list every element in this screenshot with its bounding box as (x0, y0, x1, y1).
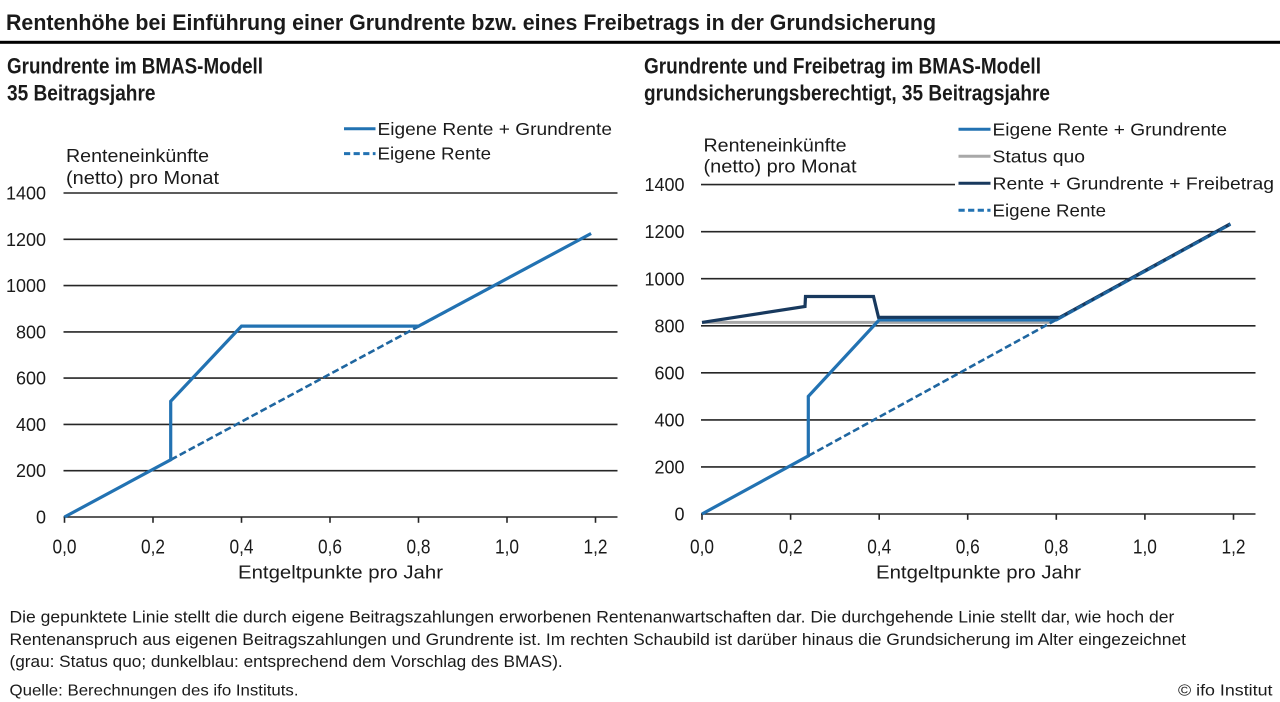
svg-text:(netto) pro Monat: (netto) pro Monat (704, 157, 857, 177)
svg-text:0,8: 0,8 (407, 536, 431, 559)
svg-text:1,2: 1,2 (584, 536, 608, 559)
svg-text:35 Beitragsjahre: 35 Beitragsjahre (7, 81, 156, 106)
svg-text:0: 0 (36, 508, 46, 528)
svg-text:Eigene Rente: Eigene Rente (378, 144, 492, 164)
svg-text:0,6: 0,6 (318, 536, 342, 559)
svg-text:600: 600 (16, 369, 46, 389)
svg-text:1,2: 1,2 (1222, 536, 1246, 559)
svg-text:1000: 1000 (644, 269, 684, 289)
svg-text:800: 800 (16, 322, 46, 342)
svg-text:Eigene Rente + Grundrente: Eigene Rente + Grundrente (993, 119, 1228, 139)
svg-text:Rentenanspruch aus eigenen Bei: Rentenanspruch aus eigenen Beitragszahlu… (10, 630, 1187, 649)
svg-text:Rente + Grundrente + Freibetra: Rente + Grundrente + Freibetrag (993, 173, 1275, 193)
svg-text:0: 0 (674, 505, 684, 525)
svg-text:0,4: 0,4 (230, 536, 254, 559)
svg-text:Grundrente im BMAS-Modell: Grundrente im BMAS-Modell (7, 54, 263, 79)
svg-text:0,8: 0,8 (1044, 536, 1068, 559)
svg-text:© ifo Institut: © ifo Institut (1178, 683, 1273, 700)
svg-text:400: 400 (654, 410, 684, 430)
svg-text:1200: 1200 (644, 222, 684, 242)
svg-text:Entgeltpunkte pro Jahr: Entgeltpunkte pro Jahr (876, 562, 1081, 583)
svg-text:1,0: 1,0 (1133, 536, 1157, 559)
svg-text:0,0: 0,0 (53, 536, 77, 559)
svg-text:(netto) pro Monat: (netto) pro Monat (66, 168, 219, 188)
svg-text:1400: 1400 (6, 184, 46, 204)
svg-text:400: 400 (16, 415, 46, 435)
svg-text:Renteneinkünfte: Renteneinkünfte (704, 135, 847, 155)
svg-text:Rentenhöhe bei Einführung eine: Rentenhöhe bei Einführung einer Grundren… (6, 10, 936, 35)
svg-text:Entgeltpunkte pro Jahr: Entgeltpunkte pro Jahr (238, 562, 443, 583)
svg-text:(grau: Status quo; dunkelblau:: (grau: Status quo; dunkelblau: entsprech… (10, 652, 563, 671)
svg-text:0,2: 0,2 (141, 536, 165, 559)
svg-text:0,0: 0,0 (690, 536, 714, 559)
svg-text:0,4: 0,4 (867, 536, 891, 559)
svg-text:Grundrente und Freibetrag im B: Grundrente und Freibetrag im BMAS-Modell (644, 54, 1041, 79)
svg-text:200: 200 (16, 461, 46, 481)
svg-text:1200: 1200 (6, 230, 46, 250)
svg-text:1400: 1400 (644, 175, 684, 195)
svg-text:Status quo: Status quo (993, 146, 1086, 166)
svg-text:1,0: 1,0 (495, 536, 519, 559)
svg-text:200: 200 (654, 458, 684, 478)
svg-text:Eigene Rente + Grundrente: Eigene Rente + Grundrente (378, 119, 613, 139)
svg-text:800: 800 (654, 316, 684, 336)
svg-text:Eigene Rente: Eigene Rente (993, 200, 1107, 220)
svg-text:Renteneinkünfte: Renteneinkünfte (66, 146, 209, 166)
svg-text:0,6: 0,6 (956, 536, 980, 559)
svg-text:Die gepunktete Linie stellt di: Die gepunktete Linie stellt die durch ei… (10, 608, 1175, 627)
svg-text:grundsicherungsberechtigt, 35: grundsicherungsberechtigt, 35 Beitragsja… (644, 81, 1050, 106)
svg-text:Quelle: Berechnungen des ifo I: Quelle: Berechnungen des ifo Instituts. (10, 683, 299, 700)
svg-text:1000: 1000 (6, 276, 46, 296)
svg-text:600: 600 (654, 363, 684, 383)
svg-text:0,2: 0,2 (779, 536, 803, 559)
